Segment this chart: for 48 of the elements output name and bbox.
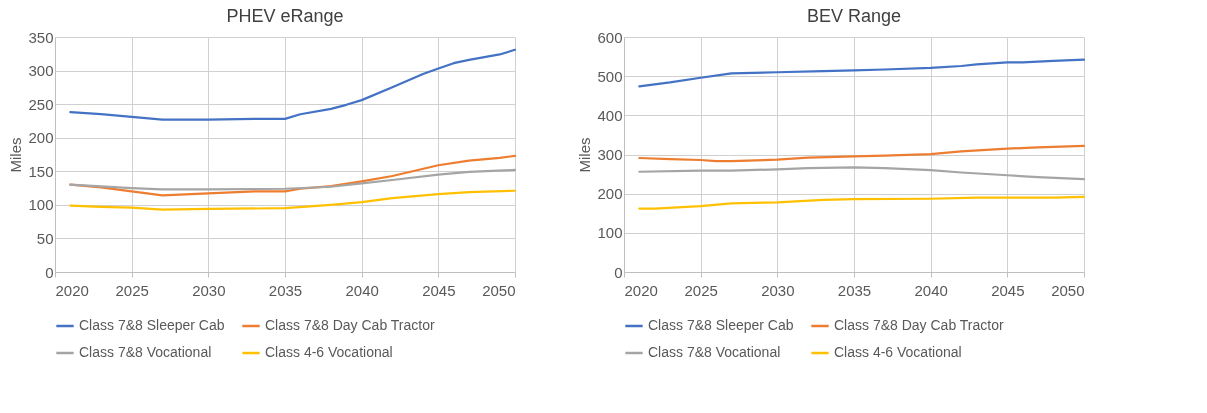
legend-label: Class 7&8 Vocational: [79, 344, 212, 360]
legend-label: Class 4-6 Vocational: [834, 344, 962, 360]
y-axis-title: Miles: [7, 137, 25, 173]
y-tick-label: 600: [597, 28, 623, 46]
y-tick-label: 200: [28, 129, 54, 147]
x-tick-label: 2040: [914, 281, 948, 299]
line-series: [638, 144, 1086, 163]
x-tick-label: 2045: [422, 281, 456, 299]
x-tick-label: 2035: [268, 281, 303, 299]
y-axis-title: Miles: [576, 137, 594, 173]
legend-label: Class 7&8 Day Cab Tractor: [265, 317, 435, 333]
y-tick-label: 0: [45, 263, 54, 281]
line-series: [69, 168, 517, 191]
y-tick-label: 300: [597, 146, 623, 163]
x-tick-label: 2020: [55, 281, 89, 299]
legend-label: Class 7&8 Day Cab Tractor: [834, 317, 1004, 333]
y-tick-label: 300: [28, 62, 54, 80]
x-tick-label: 2020: [624, 281, 658, 299]
legend-label: Class 7&8 Sleeper Cab: [79, 317, 225, 333]
y-tick-label: 250: [28, 95, 54, 113]
y-tick-label: 100: [597, 224, 623, 242]
y-tick-label: 50: [36, 229, 54, 247]
x-tick-label: 2030: [192, 281, 226, 299]
legend-label: Class 7&8 Sleeper Cab: [648, 317, 794, 333]
line-series: [638, 195, 1086, 210]
x-tick-label: 2050: [1051, 281, 1085, 299]
y-tick-label: 150: [28, 162, 54, 180]
legend-label: Class 4-6 Vocational: [265, 344, 393, 360]
y-tick-label: 400: [597, 106, 623, 124]
line-series: [69, 189, 517, 211]
y-tick-label: 200: [597, 185, 623, 203]
line-series: [69, 48, 517, 121]
chart-title: PHEV eRange: [226, 6, 344, 26]
y-tick-label: 0: [614, 263, 623, 281]
legend-label: Class 7&8 Vocational: [648, 344, 781, 360]
y-tick-label: 100: [28, 196, 54, 214]
x-tick-label: 2035: [837, 281, 872, 299]
y-tick-label: 350: [28, 28, 54, 46]
line-series: [638, 166, 1086, 181]
x-tick-label: 2045: [991, 281, 1025, 299]
line-series: [638, 58, 1086, 88]
x-tick-label: 2025: [684, 281, 718, 299]
x-tick-label: 2040: [345, 281, 379, 299]
x-tick-label: 2025: [115, 281, 149, 299]
x-tick-label: 2050: [482, 281, 516, 299]
y-tick-label: 500: [597, 67, 623, 85]
x-tick-label: 2030: [761, 281, 795, 299]
chart-title: BEV Range: [806, 6, 902, 26]
